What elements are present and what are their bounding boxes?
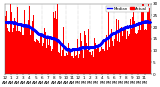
Legend: Median, Actual: Median, Actual xyxy=(106,6,149,12)
